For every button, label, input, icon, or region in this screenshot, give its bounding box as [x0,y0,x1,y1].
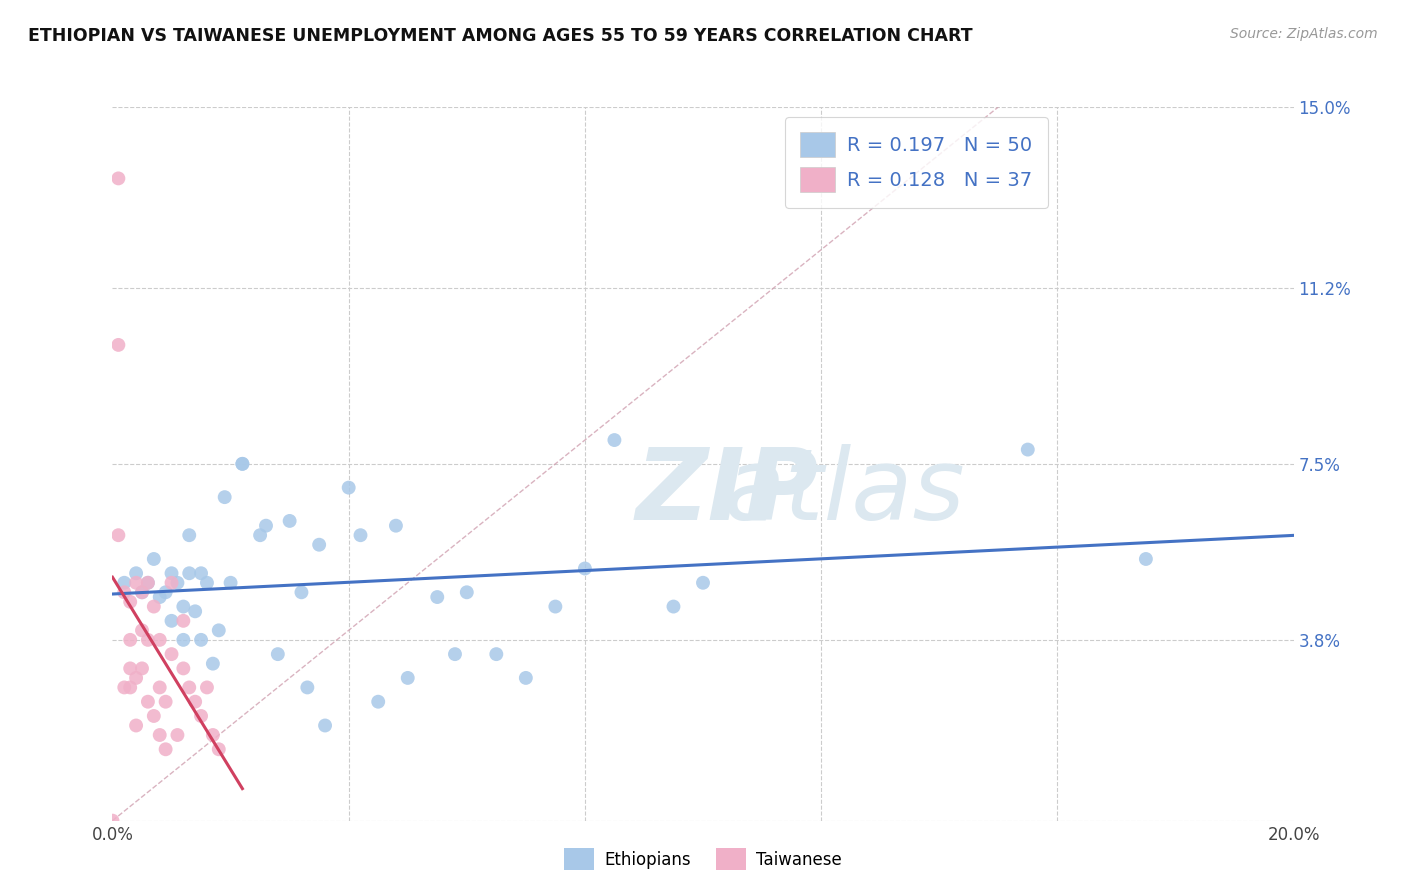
Point [367,695,389,709]
Point [136,575,159,590]
Point [125,671,148,685]
Point [201,728,224,742]
Point [136,632,159,647]
Point [195,575,218,590]
Point [125,718,148,732]
Point [160,647,183,661]
Point [179,528,201,542]
Point [149,590,172,604]
Point [184,604,207,618]
Point [231,457,253,471]
Point [166,728,188,742]
Point [1017,442,1039,457]
Point [249,528,271,542]
Point [267,647,290,661]
Point [166,575,188,590]
Point [131,585,153,599]
Point [208,742,231,756]
Point [149,632,172,647]
Point [107,171,129,186]
Point [136,695,159,709]
Point [155,742,177,756]
Point [142,552,165,566]
Point [155,585,177,599]
Point [120,661,142,675]
Point [160,575,183,590]
Point [112,585,135,599]
Point [179,681,201,695]
Point [515,671,537,685]
Point [160,566,183,581]
Point [136,575,159,590]
Point [195,681,218,695]
Point [633,504,655,518]
Point [544,599,567,614]
Point [603,433,626,447]
Point [107,528,129,542]
Point [456,585,478,599]
Point [112,681,135,695]
Point [142,709,165,723]
Point [160,614,183,628]
Text: ZIP: ZIP [636,444,818,541]
Point [208,624,231,638]
Point [131,661,153,675]
Point [692,575,714,590]
Point [107,338,129,352]
Point [172,632,194,647]
Text: atlas: atlas [724,444,966,541]
Point [574,561,596,575]
Point [308,538,330,552]
Point [385,518,408,533]
Point [349,528,371,542]
Point [155,695,177,709]
Point [254,518,277,533]
Point [125,566,148,581]
Point [219,575,242,590]
Point [337,481,360,495]
Point [112,575,135,590]
Point [101,814,124,828]
Point [142,599,165,614]
Point [297,681,319,695]
Point [184,695,207,709]
Point [485,647,508,661]
Point [231,457,253,471]
Point [396,671,419,685]
Text: ETHIOPIAN VS TAIWANESE UNEMPLOYMENT AMONG AGES 55 TO 59 YEARS CORRELATION CHART: ETHIOPIAN VS TAIWANESE UNEMPLOYMENT AMON… [28,27,973,45]
Point [314,718,336,732]
Point [278,514,301,528]
Point [190,632,212,647]
Point [120,595,142,609]
Point [120,632,142,647]
Point [149,728,172,742]
Point [214,490,236,504]
Point [149,681,172,695]
Point [444,647,467,661]
Point [201,657,224,671]
Point [426,590,449,604]
Point [131,585,153,599]
Text: Source: ZipAtlas.com: Source: ZipAtlas.com [1230,27,1378,41]
Point [125,575,148,590]
Point [172,599,194,614]
Point [172,614,194,628]
Point [190,709,212,723]
Point [172,661,194,675]
Point [120,681,142,695]
Point [662,599,685,614]
Point [131,624,153,638]
Point [190,566,212,581]
Point [179,566,201,581]
Point [290,585,312,599]
Point [1135,552,1157,566]
Legend: Ethiopians, Taiwanese: Ethiopians, Taiwanese [558,842,848,877]
